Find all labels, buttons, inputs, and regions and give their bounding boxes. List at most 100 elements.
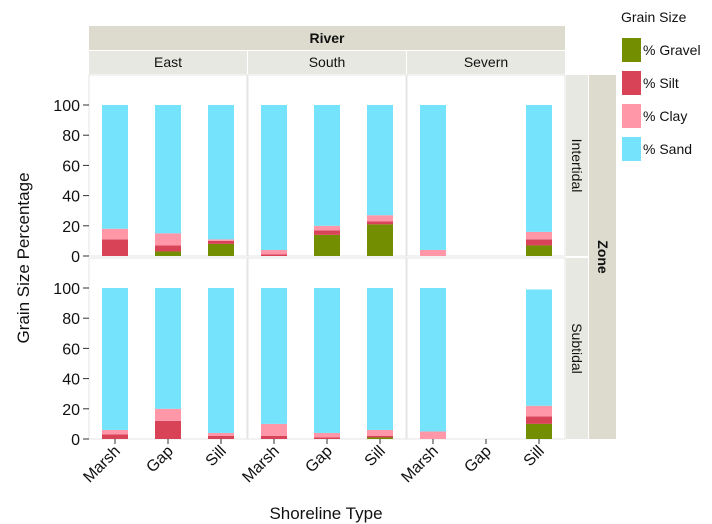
legend-swatch bbox=[622, 137, 641, 161]
row-strip-label: Subtidal bbox=[569, 323, 585, 374]
legend-swatch bbox=[622, 38, 641, 62]
bar-segment bbox=[208, 288, 234, 433]
bar-segment bbox=[155, 245, 181, 252]
bar-segment bbox=[420, 105, 446, 250]
col-strip bbox=[248, 51, 406, 74]
bar-segment bbox=[261, 435, 287, 439]
y-tick-label: 40 bbox=[62, 372, 80, 389]
bar-segment bbox=[102, 228, 128, 240]
y-tick-label: 60 bbox=[62, 341, 80, 358]
y-tick-label: 60 bbox=[62, 158, 80, 175]
y-tick-label: 80 bbox=[62, 128, 80, 145]
x-tick-layer: Marsh Gap Sill Marsh Gap Sill Marsh Gap Sill bbox=[80, 439, 548, 486]
x-tick-label: Sill bbox=[521, 443, 548, 470]
bar-segment bbox=[314, 105, 340, 226]
col-strip-label: South bbox=[309, 54, 346, 70]
bar-segment bbox=[367, 429, 393, 436]
y-tick-label: 0 bbox=[71, 432, 80, 449]
bar-segment bbox=[208, 105, 234, 240]
bar-segment bbox=[208, 239, 234, 241]
bar-segment bbox=[420, 431, 446, 439]
bar-segment bbox=[526, 239, 552, 246]
bar-segment bbox=[102, 105, 128, 229]
bar-segment bbox=[367, 221, 393, 225]
x-tick-label: Marsh bbox=[398, 443, 441, 486]
col-strip-layer: East South Severn bbox=[89, 51, 565, 74]
bar-segment bbox=[155, 251, 181, 256]
bar-segment bbox=[261, 288, 287, 424]
bar-segment bbox=[526, 416, 552, 424]
col-strip bbox=[89, 51, 247, 74]
col-strip bbox=[407, 51, 565, 74]
row-facet-title: Zone bbox=[595, 240, 611, 274]
legend-label: % Sand bbox=[643, 141, 692, 157]
y-axis-title: Grain Size Percentage bbox=[14, 172, 33, 343]
y-tick-label: 20 bbox=[62, 219, 80, 236]
x-tick-label: Gap bbox=[302, 443, 335, 476]
legend-label: % Silt bbox=[643, 75, 679, 91]
bar-segment bbox=[314, 230, 340, 235]
col-facet-title: River bbox=[309, 30, 345, 46]
bar-segment bbox=[261, 249, 287, 255]
bar-segment bbox=[208, 240, 234, 244]
bar-segment bbox=[526, 105, 552, 232]
bar-segment bbox=[155, 233, 181, 246]
legend: % Gravel % Silt % Clay % Sand bbox=[622, 38, 701, 161]
bar-segment bbox=[314, 234, 340, 256]
bar-segment bbox=[367, 105, 393, 216]
y-tick-label: 40 bbox=[62, 189, 80, 206]
x-tick-label: Marsh bbox=[80, 443, 123, 486]
bar-segment bbox=[261, 423, 287, 436]
bar-segment bbox=[102, 239, 128, 256]
bar-segment bbox=[367, 288, 393, 430]
bar-segment bbox=[155, 420, 181, 439]
row-strip-label: Intertidal bbox=[569, 139, 585, 193]
bar-segment bbox=[314, 288, 340, 433]
x-tick-label: Sill bbox=[362, 443, 389, 470]
bar-segment bbox=[420, 288, 446, 432]
bar-segment bbox=[155, 105, 181, 234]
bar-segment bbox=[261, 254, 287, 256]
bar-segment bbox=[261, 105, 287, 250]
x-tick-label: Gap bbox=[143, 443, 176, 476]
bar-segment bbox=[208, 435, 234, 439]
col-strip-label: Severn bbox=[464, 54, 508, 70]
legend-label: % Gravel bbox=[643, 42, 701, 58]
legend-swatch bbox=[622, 71, 641, 95]
bar-segment bbox=[314, 225, 340, 231]
bar-segment bbox=[314, 437, 340, 439]
bar-segment bbox=[367, 435, 393, 438]
row-strip bbox=[566, 75, 588, 256]
row-strip-layer: Intertidal Subtidal bbox=[566, 75, 588, 439]
legend-title: Grain Size bbox=[621, 9, 687, 25]
bar-segment bbox=[367, 215, 393, 222]
bar-segment bbox=[155, 408, 181, 421]
bar-segment bbox=[526, 423, 552, 439]
bar-segment bbox=[314, 432, 340, 438]
bar-segment bbox=[420, 249, 446, 256]
row-strip bbox=[566, 258, 588, 439]
bar-segment bbox=[208, 243, 234, 256]
x-tick-label: Sill bbox=[203, 443, 230, 470]
x-tick-label: Marsh bbox=[239, 443, 282, 486]
bar-segment bbox=[208, 432, 234, 436]
legend-swatch bbox=[622, 104, 641, 128]
col-facet-header bbox=[89, 26, 565, 50]
bar-segment bbox=[367, 437, 393, 439]
y-tick-label: 100 bbox=[53, 281, 80, 298]
y-tick-layer: 0 20 40 60 80 100 0 20 40 60 80 100 bbox=[53, 98, 89, 449]
y-tick-label: 20 bbox=[62, 402, 80, 419]
x-tick-label: Gap bbox=[461, 443, 494, 476]
col-strip-label: East bbox=[154, 54, 182, 70]
legend-label: % Clay bbox=[643, 108, 687, 124]
bar-segment bbox=[526, 405, 552, 417]
bar-segment bbox=[102, 288, 128, 430]
bar-segment bbox=[155, 288, 181, 409]
row-facet-header bbox=[589, 75, 616, 439]
bar-segment bbox=[526, 289, 552, 406]
y-tick-label: 0 bbox=[71, 249, 80, 266]
x-axis-title: Shoreline Type bbox=[269, 504, 382, 523]
bar-segment bbox=[526, 245, 552, 256]
bar-segment bbox=[102, 434, 128, 439]
